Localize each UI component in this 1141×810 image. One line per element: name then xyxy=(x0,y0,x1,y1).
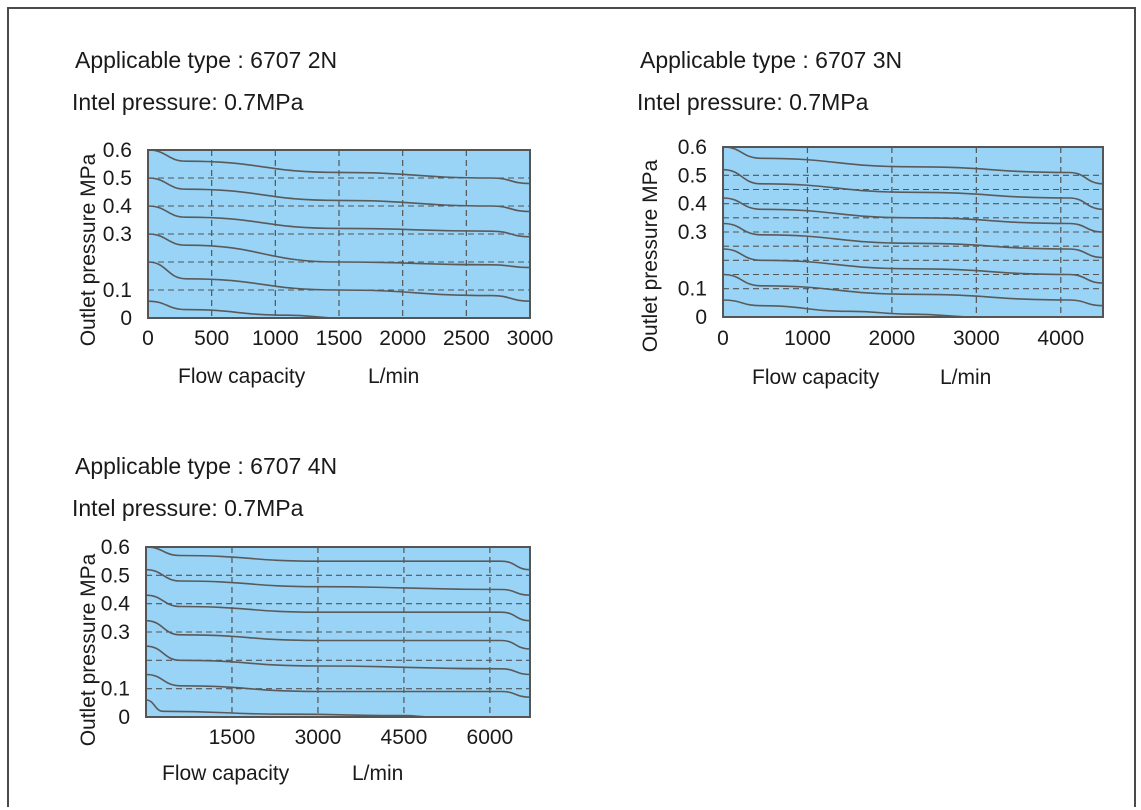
chart-title: Applicable type : 6707 4N xyxy=(75,453,337,479)
series-line xyxy=(147,233,531,269)
chart-subtitle: Intel pressure: 0.7MPa xyxy=(72,495,304,521)
plot-border xyxy=(722,146,1104,318)
series-line xyxy=(145,619,531,650)
series-line xyxy=(147,149,531,185)
y-axis-label: Outlet pressure MPa xyxy=(77,153,100,346)
y-tick-label: 0.6 xyxy=(678,136,707,159)
series-line xyxy=(722,197,1104,233)
y-tick-label: 0.3 xyxy=(101,621,130,644)
y-tick-label: 0.3 xyxy=(103,223,132,246)
x-tick-label: 0 xyxy=(717,327,729,350)
x-tick-label: 500 xyxy=(194,327,229,350)
chart-panel-2n: Applicable type : 6707 2N Intel pressure… xyxy=(72,47,553,388)
series-line xyxy=(145,568,531,596)
chart-panel-3n: Applicable type : 6707 3N Intel pressure… xyxy=(637,47,1104,389)
y-axis-label: Outlet pressure MPa xyxy=(77,553,100,746)
series-line xyxy=(145,546,531,571)
chart-subtitle: Intel pressure: 0.7MPa xyxy=(72,89,304,115)
x-axis-label: Flow capacity xyxy=(162,762,290,785)
chart-panel-4n: Applicable type : 6707 4N Intel pressure… xyxy=(72,453,531,785)
plot-border xyxy=(147,149,531,319)
x-tick-label: 1500 xyxy=(209,726,256,749)
x-tick-label: 2000 xyxy=(869,327,916,350)
x-tick-label: 4500 xyxy=(381,726,428,749)
series-line xyxy=(722,146,1104,185)
x-tick-label: 3000 xyxy=(295,726,342,749)
chart-title: Applicable type : 6707 2N xyxy=(75,47,337,73)
x-tick-label: 2000 xyxy=(379,327,426,350)
x-tick-label: 3000 xyxy=(507,327,554,350)
x-tick-label: 1000 xyxy=(784,327,831,350)
y-tick-label: 0 xyxy=(118,706,130,729)
x-tick-label: 3000 xyxy=(953,327,1000,350)
x-tick-label: 2500 xyxy=(443,327,490,350)
y-tick-label: 0 xyxy=(120,307,132,330)
y-tick-label: 0.4 xyxy=(678,193,708,216)
series-line xyxy=(145,645,531,676)
x-axis-unit: L/min xyxy=(940,366,991,389)
chart-subtitle: Intel pressure: 0.7MPa xyxy=(637,89,869,115)
y-tick-label: 0.1 xyxy=(101,678,130,701)
y-tick-label: 0.1 xyxy=(678,278,707,301)
x-axis-label: Flow capacity xyxy=(178,365,306,388)
x-tick-label: 6000 xyxy=(467,726,514,749)
x-axis-unit: L/min xyxy=(352,762,403,785)
series-line xyxy=(722,168,1104,211)
x-tick-label: 0 xyxy=(142,327,154,350)
series-line xyxy=(722,222,1104,259)
plot-border xyxy=(145,546,531,718)
x-tick-label: 4000 xyxy=(1037,327,1084,350)
series-line xyxy=(722,248,1104,284)
series-line xyxy=(145,594,531,622)
series-line xyxy=(147,261,531,302)
y-tick-label: 0.5 xyxy=(101,564,130,587)
figure-frame xyxy=(7,7,1136,807)
series-line xyxy=(722,299,977,318)
series-line xyxy=(722,273,1104,307)
y-tick-label: 0.1 xyxy=(103,279,132,302)
x-axis-label: Flow capacity xyxy=(752,366,880,389)
y-tick-label: 0.5 xyxy=(103,167,132,190)
y-axis-label: Outlet pressure MPa xyxy=(639,159,662,352)
series-line xyxy=(147,205,531,238)
series-line xyxy=(147,300,340,319)
x-axis-unit: L/min xyxy=(368,365,419,388)
series-line xyxy=(145,699,433,718)
y-tick-label: 0 xyxy=(695,306,707,329)
x-tick-label: 1500 xyxy=(316,327,363,350)
y-tick-label: 0.4 xyxy=(101,593,131,616)
y-tick-label: 0.3 xyxy=(678,221,707,244)
y-tick-label: 0.6 xyxy=(101,536,130,559)
x-tick-label: 1000 xyxy=(252,327,299,350)
series-line xyxy=(147,177,531,213)
y-tick-label: 0.6 xyxy=(103,139,132,162)
y-tick-label: 0.5 xyxy=(678,164,707,187)
chart-title: Applicable type : 6707 3N xyxy=(640,47,902,73)
y-tick-label: 0.4 xyxy=(103,195,133,218)
series-line xyxy=(145,673,531,698)
